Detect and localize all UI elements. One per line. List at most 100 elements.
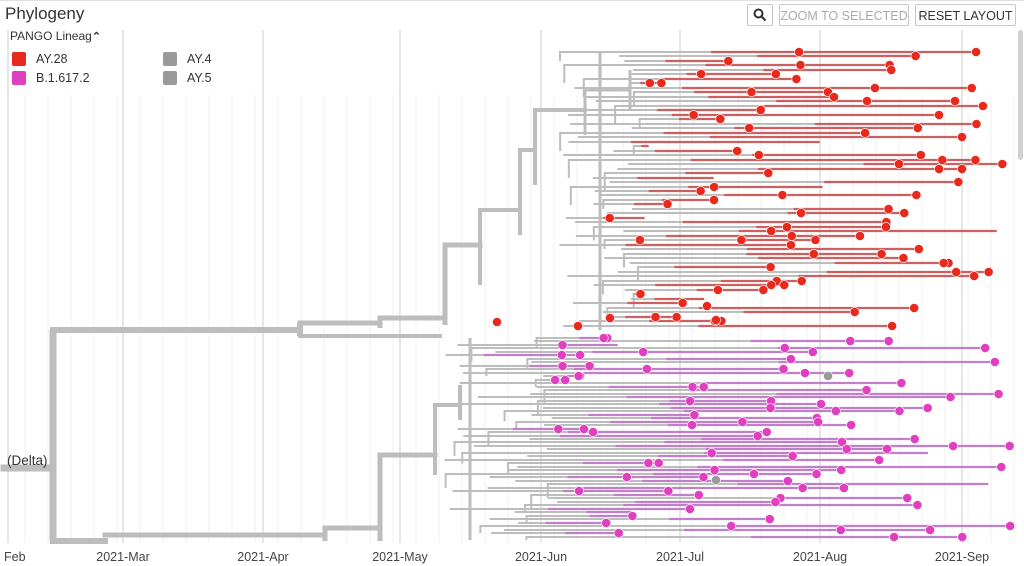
tip-node — [653, 458, 664, 468]
tip-node — [874, 455, 885, 465]
legend-label: AY.4 — [187, 52, 212, 66]
tip-node — [915, 150, 926, 160]
tip-node — [601, 518, 612, 528]
tip-node — [557, 361, 568, 371]
legend-label: AY.28 — [36, 52, 68, 66]
tip-node — [855, 231, 865, 241]
tip-node — [764, 514, 775, 524]
tip-node — [1004, 441, 1015, 451]
tip-node — [910, 51, 921, 61]
tip-node — [726, 521, 737, 531]
x-tick-label: 2021-Jul — [656, 550, 704, 564]
tip-node — [876, 249, 887, 259]
tip-node — [662, 199, 673, 209]
tip-node — [643, 458, 654, 468]
tip-node — [993, 389, 1004, 399]
legend-item-ay5[interactable]: AY.5 — [163, 69, 212, 87]
tip-node — [671, 312, 682, 322]
tip-node — [763, 168, 774, 178]
tip-node — [989, 357, 1000, 367]
magnifier-icon — [753, 8, 767, 22]
tip-node — [791, 74, 802, 84]
tip-node — [894, 406, 905, 416]
legend-item-b16172[interactable]: B.1.617.2 — [12, 69, 90, 87]
tip-node — [575, 350, 585, 360]
tip-node — [934, 164, 944, 174]
tip-node — [753, 150, 764, 160]
legend-label: AY.5 — [187, 71, 212, 85]
tip-node — [948, 441, 959, 451]
tip-node — [711, 475, 721, 485]
tip-node — [779, 343, 790, 353]
tip-node — [845, 336, 856, 346]
tip-node — [770, 497, 781, 507]
tip-node — [779, 280, 790, 290]
tip-node — [613, 528, 624, 538]
tip-node — [889, 532, 899, 542]
tip-node — [723, 56, 734, 66]
tip-node — [898, 253, 909, 263]
tip-node — [650, 312, 661, 322]
tip-node — [970, 155, 981, 165]
tip-node — [560, 375, 571, 385]
tip-node — [800, 368, 810, 378]
tip-node — [837, 437, 847, 447]
tip-node — [896, 378, 907, 388]
tip-node — [980, 343, 991, 353]
tip-node — [971, 47, 981, 57]
tip-node — [937, 155, 948, 165]
tip-node — [797, 483, 808, 493]
tip-node — [644, 78, 655, 88]
tip-node — [969, 271, 980, 281]
tip-node — [770, 69, 781, 79]
tree-tips — [492, 47, 1016, 542]
tip-node — [635, 235, 645, 245]
tip-node — [945, 392, 956, 402]
tip-node — [627, 511, 638, 521]
tip-node — [786, 231, 797, 241]
tip-node — [550, 375, 561, 385]
tip-node — [966, 83, 977, 93]
tip-node — [744, 123, 755, 133]
zoom-button[interactable] — [747, 4, 773, 26]
tip-node — [737, 417, 748, 427]
tip-node — [698, 472, 709, 482]
legend-item-ay28[interactable]: AY.28 — [12, 50, 68, 68]
tip-node — [709, 182, 720, 192]
tip-node — [573, 321, 583, 331]
tip-node — [642, 364, 652, 374]
tip-node — [785, 354, 796, 364]
tip-node — [736, 235, 747, 245]
tip-node — [912, 500, 923, 510]
legend-title[interactable]: PANGO Lineag⌃ — [10, 29, 101, 43]
tip-node — [782, 476, 793, 486]
tip-node — [911, 190, 922, 200]
tip-node — [894, 159, 904, 169]
tip-node — [584, 361, 595, 371]
tip-node — [957, 532, 968, 542]
tip-node — [909, 434, 920, 444]
tip-node — [638, 347, 649, 357]
tip-node — [709, 195, 719, 205]
tip-node — [957, 132, 967, 142]
tip-node — [687, 420, 697, 430]
zoom-to-selected-button[interactable]: ZOOM TO SELECTED — [779, 4, 909, 26]
tip-node — [782, 222, 792, 232]
tip-node — [835, 525, 846, 535]
legend-item-ay4[interactable]: AY.4 — [163, 50, 212, 68]
tip-node — [557, 340, 568, 350]
chevron-up-icon[interactable]: ⌃ — [91, 31, 102, 43]
tip-node — [1005, 521, 1016, 531]
tip-node — [702, 301, 712, 311]
tip-node — [807, 347, 818, 357]
tip-node — [663, 486, 674, 496]
tip-node — [841, 444, 852, 454]
tip-node — [950, 96, 960, 106]
tip-node — [715, 114, 726, 124]
reset-layout-button[interactable]: RESET LAYOUT — [915, 4, 1016, 26]
tip-node — [687, 382, 698, 392]
tip-node — [795, 60, 806, 70]
scrollbar[interactable] — [1018, 30, 1023, 160]
tip-node — [808, 249, 819, 259]
